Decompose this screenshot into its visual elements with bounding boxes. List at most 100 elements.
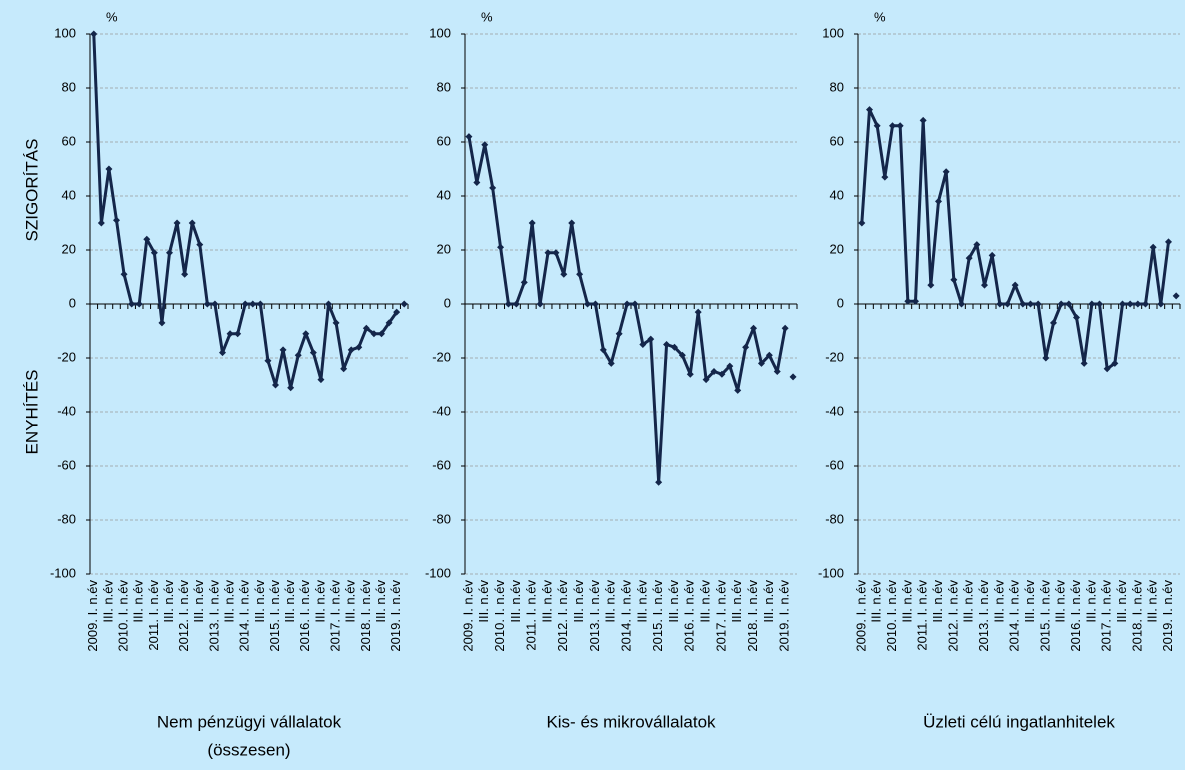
marker <box>1050 319 1057 327</box>
marker <box>362 324 370 332</box>
y-tick-label: 60 <box>62 133 76 148</box>
y-tick-label: 80 <box>830 79 844 94</box>
marker <box>465 133 473 141</box>
x-tick-label: III. n.év <box>161 580 176 623</box>
x-tick-label: III. n.év <box>222 580 237 623</box>
x-tick-label: 2012. I. n.év <box>176 580 191 652</box>
x-tick-label: 2013. I. n.év <box>976 580 991 652</box>
marker <box>544 249 552 257</box>
marker <box>1042 354 1050 362</box>
marker <box>241 300 249 308</box>
y-label-bottom: ENYHÍTÉS <box>22 369 41 454</box>
x-tick-label: 2014. I. n.év <box>237 580 252 652</box>
marker <box>1134 300 1142 308</box>
unit-label: % <box>481 9 493 24</box>
marker <box>256 300 264 308</box>
x-tick-label: 2019. I. n.év <box>777 580 792 652</box>
marker <box>742 343 750 351</box>
marker <box>1103 365 1111 373</box>
y-tick-label: 100 <box>429 25 451 40</box>
x-tick-label: III. n.év <box>991 580 1006 623</box>
x-tick-label: 2015. I. n.év <box>650 580 665 652</box>
marker <box>560 270 568 278</box>
x-tick-label: 2009. I. n.év <box>460 580 475 652</box>
marker <box>912 297 919 305</box>
marker <box>904 297 912 305</box>
y-tick-label: -60 <box>825 457 844 472</box>
marker <box>234 330 242 338</box>
marker <box>858 219 866 227</box>
marker <box>1073 314 1080 321</box>
marker <box>1088 300 1096 308</box>
x-tick-label: 2016. I. n.év <box>1068 580 1083 652</box>
marker <box>958 300 965 308</box>
panel-title: Kis- és mikrovállalatok <box>546 712 716 731</box>
marker <box>393 308 401 316</box>
marker <box>773 368 781 375</box>
x-tick-label: III. n.év <box>603 580 618 623</box>
marker <box>726 362 734 370</box>
marker <box>1027 300 1034 308</box>
marker <box>90 30 98 38</box>
marker <box>166 249 173 257</box>
y-tick-label: 60 <box>830 133 844 148</box>
marker <box>287 384 295 392</box>
x-tick-label: 2017. I. n.év <box>713 580 728 652</box>
y-tick-label: 40 <box>62 187 76 202</box>
x-tick-label: 2019. I. n.év <box>388 580 403 652</box>
x-tick-label: III. n.év <box>729 580 744 623</box>
x-tick-label: III. n.év <box>508 580 523 623</box>
x-tick-label: III. n.év <box>761 580 776 623</box>
marker <box>1165 238 1172 246</box>
x-tick-label: 2018. I. n.év <box>745 580 760 652</box>
marker <box>481 141 489 149</box>
marker <box>181 270 189 278</box>
marker <box>173 219 181 227</box>
x-tick-label: III. n.év <box>666 580 681 623</box>
marker <box>340 365 348 373</box>
marker <box>1065 300 1073 308</box>
marker <box>750 324 758 332</box>
marker <box>1172 292 1180 300</box>
y-tick-label: 40 <box>830 187 844 202</box>
x-tick-label: 2014. I. n.év <box>1007 580 1022 652</box>
marker <box>143 235 151 243</box>
marker <box>105 165 113 173</box>
marker <box>919 116 927 124</box>
x-tick-label: 2012. I. n.év <box>555 580 570 652</box>
marker <box>370 330 378 338</box>
x-tick-label: III. n.év <box>1053 580 1068 623</box>
x-tick-label: 2015. I. n.év <box>1037 580 1052 652</box>
marker <box>113 216 120 224</box>
marker <box>1057 300 1065 308</box>
y-tick-label: 60 <box>437 133 451 148</box>
x-tick-label: 2016. I. n.év <box>297 580 312 652</box>
marker <box>702 376 710 384</box>
marker <box>710 368 718 375</box>
marker <box>1157 300 1165 308</box>
x-tick-label: 2018. I. n.év <box>1129 580 1144 652</box>
marker <box>647 335 655 343</box>
marker <box>264 357 272 365</box>
marker <box>927 281 935 289</box>
marker <box>378 330 385 338</box>
x-tick-label: III. n.év <box>343 580 358 623</box>
marker <box>568 219 576 227</box>
marker <box>1111 359 1119 367</box>
x-tick-label: 2011. I. n.év <box>524 580 539 651</box>
marker <box>489 184 497 192</box>
x-tick-label: 2013. I. n.év <box>587 580 602 652</box>
marker <box>135 300 143 308</box>
panel-title: (összesen) <box>207 740 290 759</box>
marker <box>1034 300 1042 308</box>
unit-label: % <box>874 9 886 24</box>
marker <box>512 300 520 308</box>
marker <box>757 359 765 367</box>
marker <box>97 219 105 227</box>
marker <box>355 343 363 351</box>
x-tick-label: III. n.év <box>539 580 554 623</box>
marker <box>211 300 219 308</box>
x-tick-label: 2011. I. n.év <box>146 580 161 651</box>
marker <box>347 346 355 354</box>
marker <box>781 324 789 332</box>
